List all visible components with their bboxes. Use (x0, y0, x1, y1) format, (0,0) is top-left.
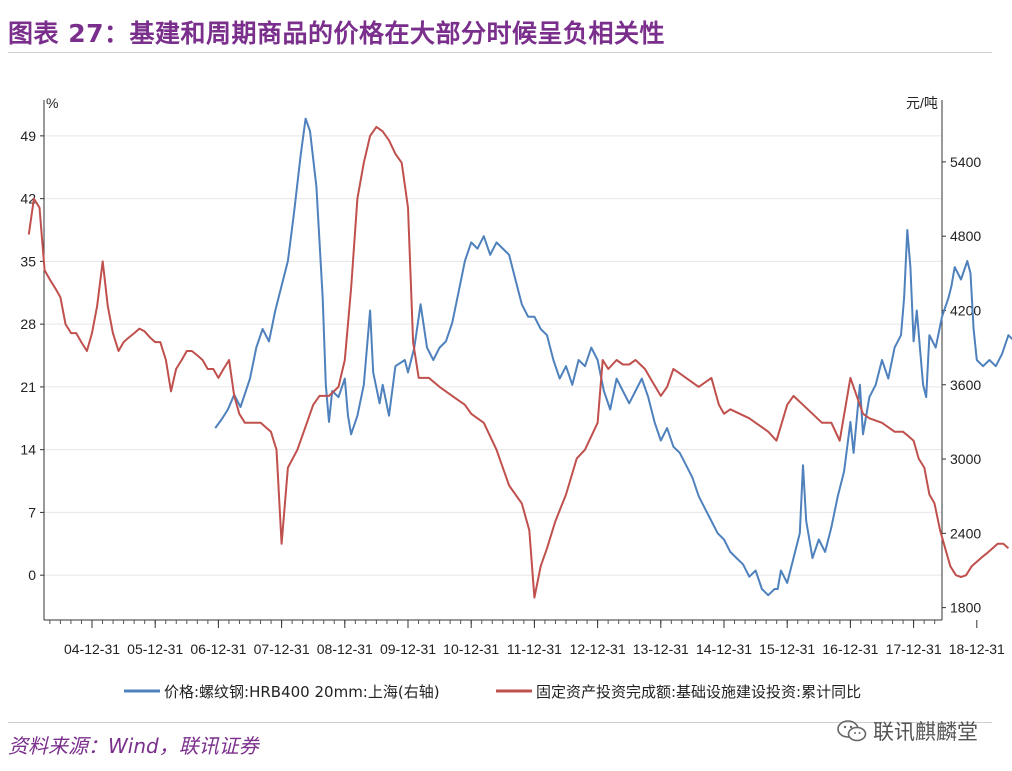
x-tick-label: 11-12-31 (507, 641, 562, 657)
left-tick-label: 7 (28, 504, 36, 520)
left-tick-label: 42 (20, 191, 36, 207)
wechat-icon (837, 720, 867, 742)
right-tick-label: 4800 (950, 228, 981, 244)
right-tick-label: 2400 (950, 525, 981, 541)
chart-axes (43, 100, 943, 621)
left-tick-label: 49 (20, 128, 36, 144)
x-tick-label: 10-12-31 (443, 641, 499, 657)
x-tick-label: 12-12-31 (570, 641, 626, 657)
right-tick-label: 5400 (950, 154, 981, 170)
series-line-infra-investment (27, 125, 1010, 599)
x-tick-label: 17-12-31 (886, 641, 942, 657)
x-tick-label: 05-12-31 (127, 641, 183, 657)
footer-divider (8, 722, 992, 723)
series-lines (27, 117, 1012, 599)
right-axis-unit: 元/吨 (906, 95, 938, 111)
right-tick-label: 1800 (950, 600, 981, 616)
x-tick-label: 18-12-31 (949, 641, 1005, 657)
source-note: 资料来源：Wind，联讯证券 (8, 734, 259, 758)
x-axis-ticks: 04-12-31 05-12-31 06-12-31 07-12-31 08-12-31… (49, 620, 1005, 657)
left-tick-label: 21 (20, 379, 36, 395)
left-tick-label: 35 (20, 253, 36, 269)
left-tick-label: 0 (28, 567, 36, 583)
x-tick-label: 16-12-31 (822, 641, 878, 657)
right-tick-label: 4200 (950, 302, 981, 318)
x-tick-label: 13-12-31 (633, 641, 689, 657)
watermark-label: 联讯麒麟堂 (873, 720, 978, 744)
series-line-steel-price (214, 117, 1012, 597)
x-tick-label: 14-12-31 (696, 641, 752, 657)
right-tick-label: 3000 (950, 451, 981, 467)
x-tick-label: 04-12-31 (64, 641, 120, 657)
page-title: 图表 27：基建和周期商品的价格在大部分时候呈负相关性 (8, 19, 665, 48)
right-tick-label: 3600 (950, 377, 981, 393)
legend-label-steel: 价格:螺纹钢:HRB400 20mm:上海(右轴) (164, 683, 440, 701)
x-tick-label: 07-12-31 (254, 641, 310, 657)
chart-legend: 价格:螺纹钢:HRB400 20mm:上海(右轴) 固定资产投资完成额:基础设施… (124, 683, 861, 701)
gridlines (44, 135, 942, 576)
left-tick-label: 28 (20, 316, 36, 332)
legend-label-infra: 固定资产投资完成额:基础设施建设投资:累计同比 (536, 683, 861, 701)
x-tick-label: 15-12-31 (759, 641, 815, 657)
left-tick-label: 14 (20, 442, 36, 458)
watermark: 联讯麒麟堂 (837, 716, 978, 746)
title-divider (8, 52, 992, 53)
x-tick-label: 09-12-31 (380, 641, 436, 657)
left-axis-ticks: 0 7 14 21 28 35 42 49 (20, 128, 44, 583)
left-axis-unit: % (46, 95, 58, 111)
right-axis-ticks: 1800 2400 3000 3600 4200 4800 5400 (942, 154, 981, 616)
x-tick-label: 06-12-31 (190, 641, 246, 657)
x-tick-label: 08-12-31 (317, 641, 373, 657)
